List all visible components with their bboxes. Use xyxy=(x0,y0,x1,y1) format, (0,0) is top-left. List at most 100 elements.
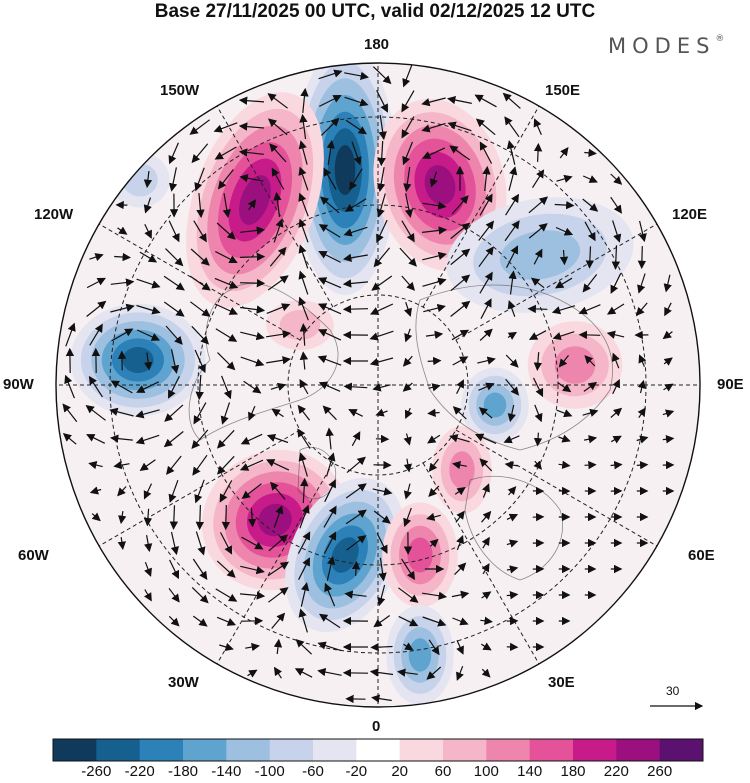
wind-arrow xyxy=(170,531,179,556)
anomaly-contour-band xyxy=(483,392,507,418)
wind-arrow xyxy=(273,505,284,528)
wind-arrow xyxy=(346,535,367,551)
wind-arrow xyxy=(241,536,264,550)
wind-arrow xyxy=(271,612,286,629)
wind-arrow xyxy=(266,356,291,365)
wind-arrow xyxy=(637,407,646,418)
wind-arrow xyxy=(530,277,545,289)
lon-label-60w: 60W xyxy=(18,547,49,564)
wind-arrow xyxy=(298,166,309,191)
wind-arrow xyxy=(143,171,153,189)
anomaly-contour-band xyxy=(424,165,456,205)
wind-arrow xyxy=(273,191,282,217)
wind-arrow xyxy=(89,253,104,262)
lon-label-150e: 150E xyxy=(545,82,581,99)
wind-arrow xyxy=(247,669,258,678)
colorbar-swatch xyxy=(269,739,314,761)
wind-arrow xyxy=(558,355,569,368)
wind-arrow xyxy=(474,94,497,108)
wind-arrow xyxy=(450,222,471,240)
wind-arrow xyxy=(452,617,469,626)
wind-arrow xyxy=(610,435,622,444)
wind-arrow xyxy=(506,140,516,165)
wind-arrow xyxy=(506,513,519,522)
wind-arrow xyxy=(582,408,599,417)
wind-arrow xyxy=(506,565,519,574)
wind-arrow xyxy=(351,431,361,447)
wind-arrow xyxy=(507,486,517,496)
wind-arrow xyxy=(478,382,495,391)
wind-arrow xyxy=(507,300,516,317)
wind-arrow xyxy=(637,273,646,294)
brand-text: MODES xyxy=(608,34,716,58)
wind-arrow xyxy=(317,277,342,289)
wind-arrow xyxy=(269,246,287,267)
wind-arrow xyxy=(369,668,394,677)
wind-arrow xyxy=(317,303,342,315)
wind-arrow xyxy=(429,171,438,188)
wind-arrow xyxy=(168,615,180,627)
wind-arrow xyxy=(266,330,292,339)
wind-arrow xyxy=(239,252,266,262)
latitude-circle-80 xyxy=(287,294,469,476)
wind-arrow xyxy=(89,486,102,495)
wind-arrow xyxy=(506,539,519,548)
wind-arrow xyxy=(455,510,465,523)
wind-arrow xyxy=(214,277,239,289)
latitude-circle-70 xyxy=(197,204,559,566)
wind-arrow xyxy=(559,249,569,266)
wind-arrow xyxy=(85,404,106,421)
wind-arrow xyxy=(221,375,232,400)
map-disc-content xyxy=(56,63,700,707)
wind-arrow xyxy=(168,376,180,399)
meridian-line xyxy=(455,429,658,547)
wind-arrow xyxy=(317,355,342,366)
wind-arrow xyxy=(342,304,369,314)
wind-arrow xyxy=(194,479,205,504)
colorbar-tick-label: 220 xyxy=(603,763,629,780)
wind-arrow xyxy=(583,381,598,392)
wind-arrow xyxy=(299,113,308,139)
wind-arrow xyxy=(583,435,598,444)
anomaly-pos-north-east xyxy=(373,98,507,272)
wind-arrow xyxy=(479,271,493,294)
wind-arrow xyxy=(378,115,387,141)
wind-arrow xyxy=(662,330,673,340)
wind-arrow xyxy=(317,667,342,677)
wind-arrow xyxy=(636,302,648,317)
wind-arrow xyxy=(298,192,309,217)
wind-arrow xyxy=(425,330,444,340)
wind-arrow xyxy=(65,322,76,347)
wind-arrow xyxy=(479,328,493,341)
wind-arrow xyxy=(475,118,496,136)
wind-arrow xyxy=(317,641,342,652)
wind-arrow xyxy=(241,483,262,500)
wind-arrow xyxy=(584,355,596,367)
wind-arrow xyxy=(195,531,206,556)
colorbar-swatch xyxy=(573,739,617,761)
wind-arrow xyxy=(557,382,572,393)
wind-arrow xyxy=(372,487,393,496)
colorbar-swatch xyxy=(53,739,97,761)
wind-arrow xyxy=(349,168,363,191)
wind-arrow xyxy=(423,303,446,313)
lon-label-0: 0 xyxy=(372,718,381,735)
wind-arrow xyxy=(214,303,238,315)
wind-arrow xyxy=(345,119,367,135)
wind-arrow xyxy=(348,409,363,417)
wind-arrow xyxy=(219,532,233,555)
wind-arrow xyxy=(62,403,78,423)
wind-arrow xyxy=(266,433,289,444)
wind-arrow xyxy=(474,433,497,444)
wind-arrow xyxy=(578,304,601,315)
wind-arrow xyxy=(429,538,439,548)
wind-arrow xyxy=(271,408,284,418)
wind-arrow xyxy=(268,587,289,603)
wind-arrow xyxy=(663,274,672,293)
wind-arrow xyxy=(216,455,235,475)
wind-arrow xyxy=(344,71,369,81)
wind-arrow xyxy=(163,431,184,448)
wind-arrow xyxy=(89,323,103,346)
